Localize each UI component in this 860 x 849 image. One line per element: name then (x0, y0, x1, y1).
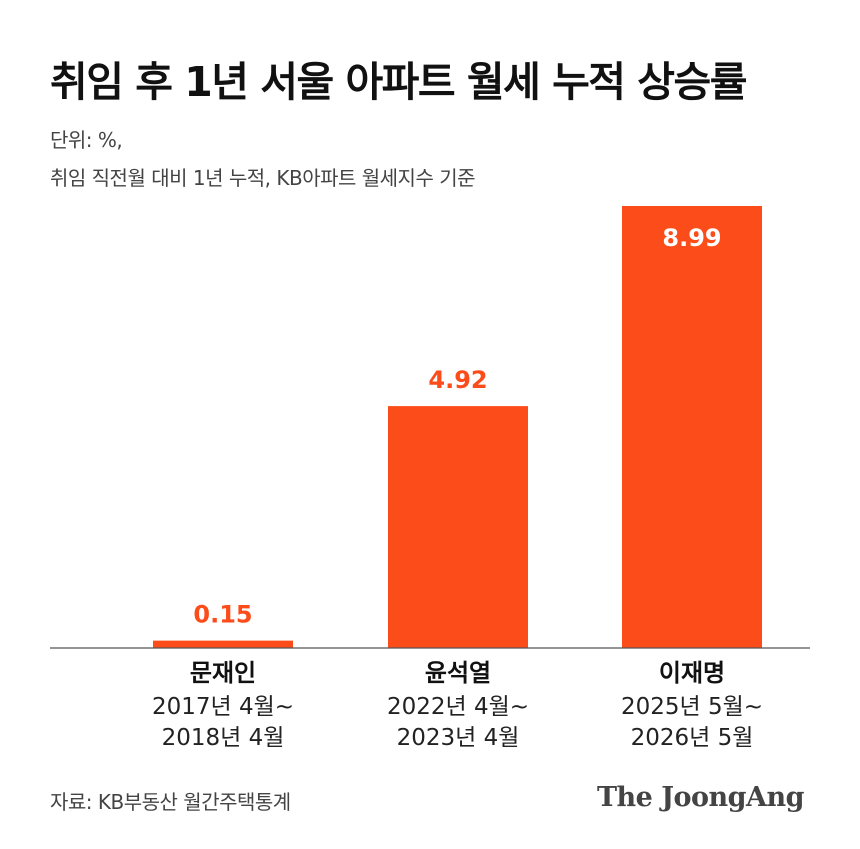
chart-title: 취임 후 1년 서울 아파트 월세 누적 상승률 (50, 58, 747, 106)
category-label-2: 윤석열 (425, 659, 491, 687)
period-label-2-2: 2023년 4월 (397, 725, 520, 751)
category-label-1: 문재인 (190, 659, 256, 687)
bar-1 (153, 640, 293, 648)
period-label-3-1: 2025년 5월~ (621, 694, 763, 720)
unit-note: 단위: %, (50, 128, 123, 152)
period-label-2-1: 2022년 4월~ (387, 694, 529, 720)
source-note: 자료: KB부동산 월간주택통계 (50, 790, 291, 814)
bar-3 (622, 206, 762, 648)
period-label-1-2: 2018년 4월 (162, 725, 285, 751)
category-label-3: 이재명 (659, 659, 725, 687)
data-label-3: 8.99 (662, 224, 721, 252)
period-label-1-1: 2017년 4월~ (152, 694, 294, 720)
brand-logo: The JoongAng (596, 782, 805, 813)
data-label-2: 4.92 (428, 366, 487, 394)
data-label-1: 0.15 (193, 601, 252, 629)
bar-2 (388, 406, 528, 648)
period-label-3-2: 2026년 5월 (631, 725, 754, 751)
basis-note: 취임 직전월 대비 1년 누적, KB아파트 월세지수 기준 (50, 166, 476, 190)
